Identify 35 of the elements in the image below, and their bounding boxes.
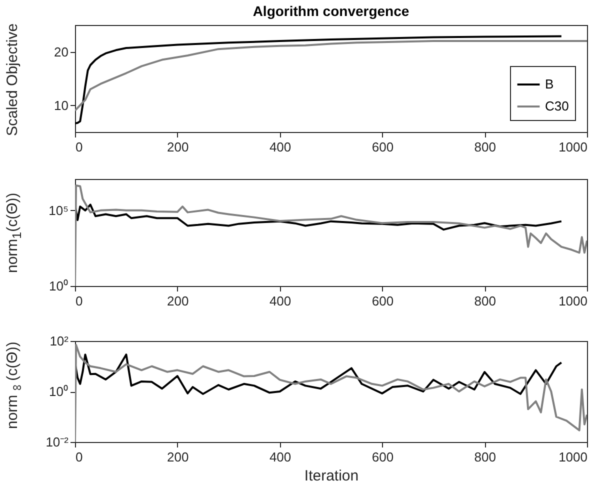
x-axis-title: Iteration bbox=[304, 468, 359, 484]
chart-title: Algorithm convergence bbox=[252, 3, 410, 19]
x-tick-label: 400 bbox=[269, 450, 292, 464]
legend-label: C30 bbox=[545, 98, 569, 114]
x-tick-label: 800 bbox=[474, 450, 496, 464]
y-tick-label: 10⁻² bbox=[46, 434, 70, 450]
x-tick-label: 600 bbox=[372, 294, 394, 308]
y-tick-label: 20 bbox=[54, 44, 68, 60]
y-tick-label: 10⁰ bbox=[49, 384, 68, 399]
x-tick-label: 400 bbox=[269, 140, 292, 154]
x-tick-label: 1000 bbox=[558, 294, 588, 308]
x-tick-label: 200 bbox=[167, 450, 189, 464]
y-axis-title: Scaled Objective bbox=[4, 23, 21, 136]
x-tick-label: 1000 bbox=[558, 140, 588, 154]
x-tick-label: 200 bbox=[167, 294, 189, 308]
x-tick-label: 800 bbox=[474, 140, 496, 154]
x-tick-label: 0 bbox=[76, 294, 83, 308]
x-tick-label: 1000 bbox=[558, 450, 588, 464]
line-series bbox=[75, 354, 562, 395]
x-tick-label: 800 bbox=[474, 294, 496, 308]
x-tick-label: 200 bbox=[167, 140, 189, 154]
x-tick-label: 0 bbox=[76, 140, 83, 154]
y-tick-label: 10 bbox=[54, 98, 68, 113]
y-tick-label: 10⁰ bbox=[49, 278, 68, 294]
line-series bbox=[75, 40, 587, 112]
x-tick-label: 600 bbox=[372, 450, 394, 464]
line-series bbox=[75, 184, 587, 286]
y-tick-label: 10² bbox=[50, 334, 70, 348]
line-series bbox=[75, 204, 562, 231]
line-series bbox=[75, 344, 587, 442]
x-tick-label: 0 bbox=[76, 450, 83, 464]
y-tick-label: 10⁵ bbox=[48, 202, 68, 218]
x-tick-label: 600 bbox=[372, 140, 394, 154]
x-tick-label: 400 bbox=[269, 294, 292, 308]
legend-label: B bbox=[545, 76, 554, 92]
